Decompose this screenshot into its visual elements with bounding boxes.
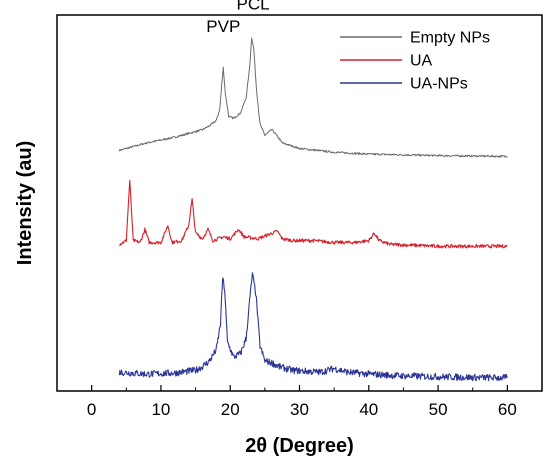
plot-area: 0 10 20 30 40 50 60 PVP PCL (56, 0, 543, 419)
series-layer (118, 37, 508, 382)
legend: Empty NPs UA UA-NPs (340, 30, 490, 93)
legend-label: Empty NPs (410, 30, 490, 47)
x-tick-label: 60 (498, 400, 517, 419)
x-axis-ticks: 0 10 20 30 40 50 60 (56, 385, 543, 419)
x-tick-label: 0 (87, 400, 96, 419)
series-line-2 (119, 179, 508, 249)
x-tick-label: 10 (151, 400, 170, 419)
x-tick-label: 40 (359, 400, 378, 419)
annotation-pvp: PVP (206, 17, 240, 36)
x-tick-label: 20 (221, 400, 240, 419)
x-axis-title: 2θ (Degree) (245, 435, 354, 457)
series-line-1 (118, 37, 508, 158)
x-tick-label: 30 (290, 400, 309, 419)
legend-label: UA (410, 53, 433, 70)
x-tick-label: 50 (429, 400, 448, 419)
peak-annotations: PVP PCL (206, 0, 269, 36)
annotation-pcl: PCL (237, 0, 270, 13)
plot-frame (56, 14, 543, 392)
y-axis-title: Intensity (au) (14, 141, 36, 265)
legend-label: UA-NPs (410, 76, 468, 93)
series-line-3 (118, 272, 508, 382)
